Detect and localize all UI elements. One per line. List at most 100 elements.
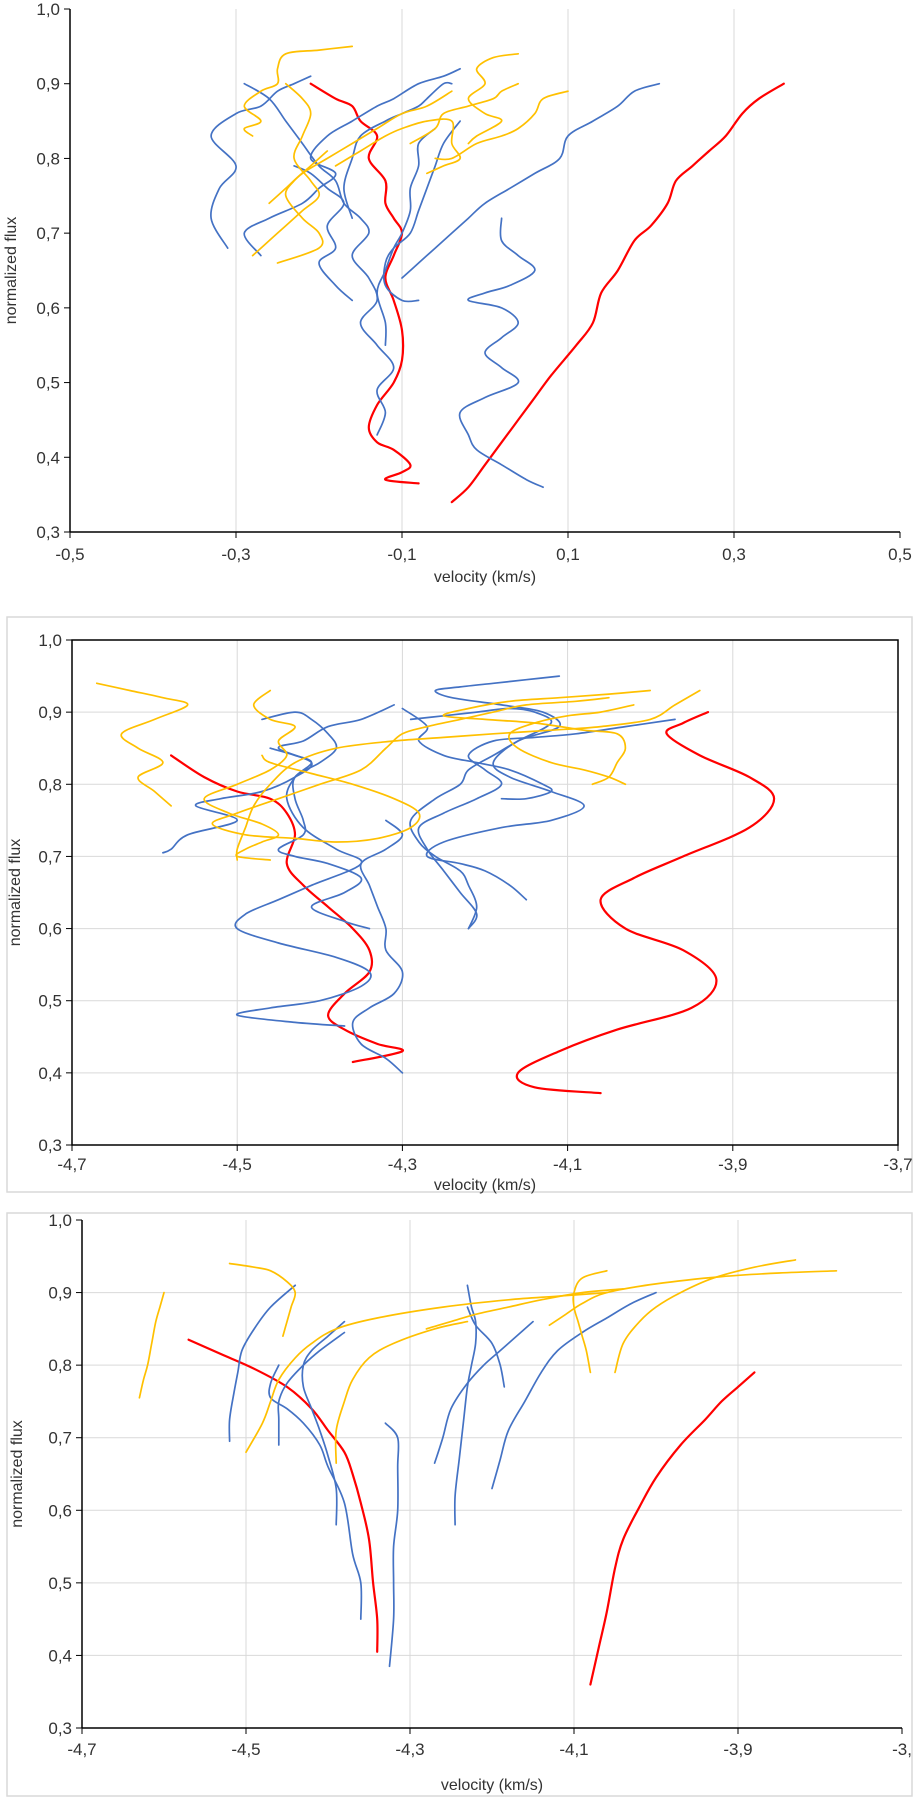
series-line-blue-1 xyxy=(228,1284,297,1443)
y-tick-label: 0,9 xyxy=(36,75,60,94)
chart-outer-border xyxy=(6,1212,913,1797)
x-tick-label: -4,1 xyxy=(553,1155,582,1174)
x-tick-label: 0,1 xyxy=(556,545,580,564)
y-tick-label: 0,5 xyxy=(38,992,62,1011)
y-tick-label: 0,7 xyxy=(48,1429,72,1448)
series-line-yellow-5 xyxy=(508,704,635,786)
series-line-blue-9 xyxy=(458,217,544,489)
series-line-yellow-2 xyxy=(203,689,296,861)
x-tick-label: -4,7 xyxy=(67,1740,96,1759)
x-tick-label: -0,1 xyxy=(387,545,416,564)
series-line-yellow-1 xyxy=(95,682,189,807)
series-line-blue-4 xyxy=(351,819,404,1074)
series-line-blue-3 xyxy=(261,711,371,930)
x-tick-label: -4,5 xyxy=(223,1155,252,1174)
series-line-yellow-3 xyxy=(245,1291,608,1454)
y-tick-label: 0,4 xyxy=(36,448,60,467)
x-tick-label: -4,1 xyxy=(559,1740,588,1759)
series-line-blue-6 xyxy=(376,127,437,347)
series-line-blue-4 xyxy=(277,1331,346,1446)
y-tick-label: 0,9 xyxy=(38,703,62,722)
chart-panel-3: -4,7 -4,5 -4,3 -4,1 -3,9 -3, 0,3 0,4 0,5 0,6 0,7 0,… xyxy=(0,1210,919,1800)
x-tick-label: -4,5 xyxy=(231,1740,260,1759)
series-line-yellow-8 xyxy=(434,90,569,161)
x-axis-title: velocity (km/s) xyxy=(434,1177,536,1194)
series-line-blue-2 xyxy=(268,1364,363,1620)
series-line-yellow-4 xyxy=(268,90,453,205)
x-tick-label: 0,5 xyxy=(888,545,912,564)
chart-panel-2: -4,7 -4,5 -4,3 -4,1 -3,9 -3,7 0,3 0,4 0,5 0,6 0,7 0… xyxy=(0,615,919,1195)
y-tick-label: 0,7 xyxy=(38,847,62,866)
x-tick-label: -3,9 xyxy=(723,1740,752,1759)
y-tick-label: 0,7 xyxy=(36,224,60,243)
y-tick-label: 0,3 xyxy=(48,1719,72,1738)
series-line-blue-8 xyxy=(401,82,661,279)
series-line-yellow-7 xyxy=(467,52,520,145)
series-line-blue-5 xyxy=(384,1422,400,1668)
y-tick-label: 0,4 xyxy=(48,1646,72,1665)
x-tick-label: 0,3 xyxy=(722,545,746,564)
series-line-yellow-5 xyxy=(425,1288,625,1330)
series-line-red-1 xyxy=(170,754,405,1064)
y-tick-label: 0,6 xyxy=(38,920,62,939)
y-tick-label: 0,5 xyxy=(48,1574,72,1593)
chart-panel-1: -0,5 -0,3 -0,1 0,1 0,3 0,5 0,3 0,4 0,5 0,6 0,7 0,8 0… xyxy=(0,0,919,600)
x-tick-label: -3,7 xyxy=(883,1155,912,1174)
y-tick-label: 1,0 xyxy=(36,0,60,19)
x-tick-label: -3, xyxy=(892,1740,912,1759)
series-line-yellow-5 xyxy=(409,82,520,145)
series-line-blue-1 xyxy=(210,75,312,249)
chart-3: -4,7 -4,5 -4,3 -4,1 -3,9 -3, 0,3 0,4 0,5 0,6 0,7 0,… xyxy=(6,1211,913,1797)
y-tick-label: 0,4 xyxy=(38,1064,62,1083)
series-line-yellow-6 xyxy=(442,689,652,786)
y-tick-label: 0,5 xyxy=(36,374,60,393)
y-tick-label: 0,8 xyxy=(36,149,60,168)
y-axis-title: normalized flux xyxy=(7,839,24,947)
chart-2: -4,7 -4,5 -4,3 -4,1 -3,9 -3,7 0,3 0,4 0,5 0,6 0,7 0… xyxy=(6,616,913,1194)
chart-1: -0,5 -0,3 -0,1 0,1 0,3 0,5 0,3 0,4 0,5 0,6 0,7 0,8 0… xyxy=(3,0,912,586)
series-line-blue-7 xyxy=(382,120,461,303)
x-tick-label: -0,5 xyxy=(55,545,84,564)
series-line-blue-2 xyxy=(243,82,395,436)
series-line-blue-7 xyxy=(425,675,585,901)
series-line-blue-8 xyxy=(433,1320,534,1464)
y-axis-title: normalized flux xyxy=(3,217,20,325)
series-line-yellow-2 xyxy=(228,1262,297,1337)
x-axis-title: velocity (km/s) xyxy=(434,569,536,586)
x-tick-label: -0,3 xyxy=(221,545,250,564)
series-line-yellow-1 xyxy=(243,45,354,137)
series-line-red-1 xyxy=(309,82,420,485)
series-line-red-2 xyxy=(589,1371,756,1686)
series-line-yellow-4 xyxy=(334,1320,469,1464)
series-line-blue-8 xyxy=(417,718,676,930)
x-axis-title: velocity (km/s) xyxy=(441,1777,543,1794)
y-tick-label: 0,3 xyxy=(38,1136,62,1155)
series-line-yellow-6 xyxy=(334,118,462,175)
series-line-yellow-4 xyxy=(235,689,701,861)
x-tick-label: -4,7 xyxy=(57,1155,86,1174)
y-tick-label: 1,0 xyxy=(48,1211,72,1230)
plot-frame xyxy=(71,639,899,1146)
series-line-red-2 xyxy=(515,711,776,1095)
series-line-yellow-8 xyxy=(548,1269,838,1327)
y-tick-label: 0,9 xyxy=(48,1284,72,1303)
y-tick-label: 0,8 xyxy=(38,775,62,794)
chart-outer-border xyxy=(6,616,913,1193)
y-tick-label: 1,0 xyxy=(38,631,62,650)
series-line-red-2 xyxy=(450,82,785,504)
series-line-blue-2 xyxy=(234,747,372,1027)
series-line-blue-3 xyxy=(243,67,461,257)
series-line-blue-9 xyxy=(491,1291,657,1490)
y-tick-label: 0,6 xyxy=(36,299,60,318)
series-line-yellow-7 xyxy=(614,1259,797,1374)
y-tick-label: 0,8 xyxy=(48,1356,72,1375)
x-tick-label: -4,3 xyxy=(395,1740,424,1759)
y-tick-label: 0,3 xyxy=(36,523,60,542)
x-tick-label: -3,9 xyxy=(718,1155,747,1174)
series-line-yellow-6 xyxy=(572,1269,608,1374)
x-tick-label: -4,3 xyxy=(388,1155,417,1174)
y-axis-title: normalized flux xyxy=(9,1420,26,1528)
series-line-yellow-1 xyxy=(138,1291,165,1399)
series-line-yellow-2 xyxy=(251,82,321,257)
series-line-blue-4 xyxy=(293,165,354,302)
